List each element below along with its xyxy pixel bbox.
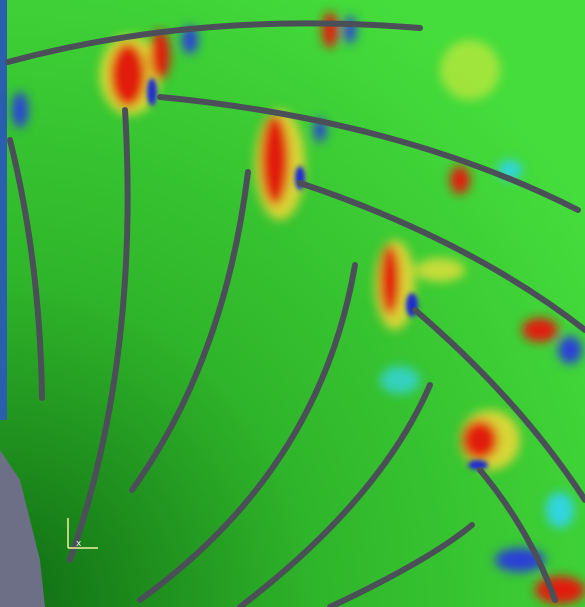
triad-label: x: [76, 539, 82, 549]
flow-field: [0, 0, 585, 607]
cfd-contour-image: x: [0, 0, 585, 607]
page: x (() => { const data = JSON.parse(docum…: [0, 0, 585, 607]
